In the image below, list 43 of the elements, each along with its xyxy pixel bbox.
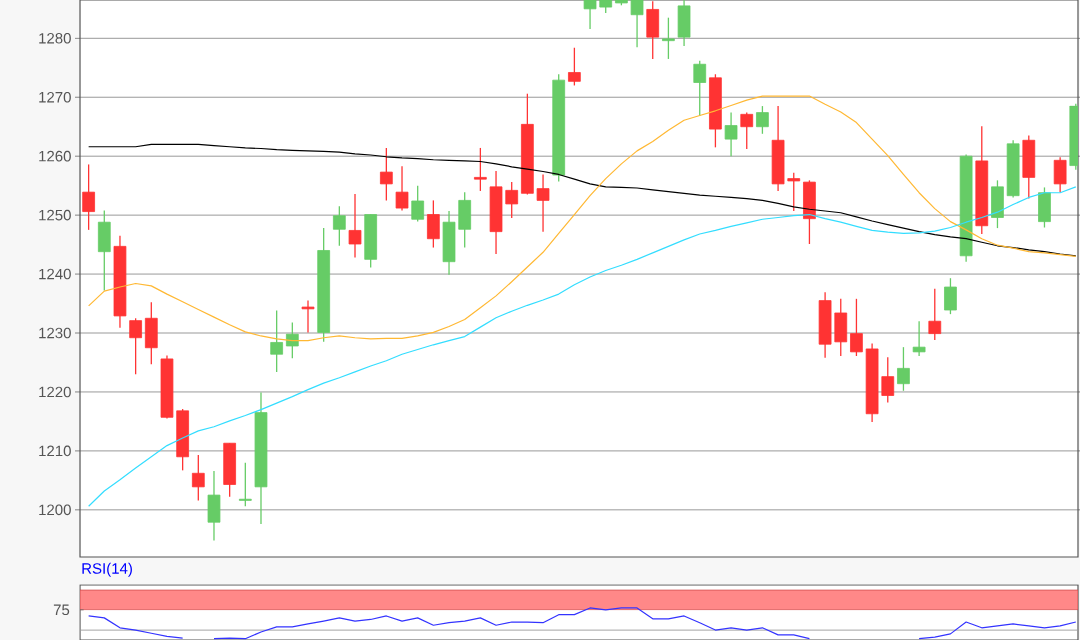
candlestick xyxy=(724,111,738,157)
candlestick xyxy=(191,454,205,502)
candlestick xyxy=(630,0,644,48)
candlestick xyxy=(897,346,910,392)
y-tick-label: 1200 xyxy=(39,504,71,516)
y-tick-label: 1280 xyxy=(39,32,71,44)
candlestick xyxy=(536,173,550,233)
candlestick xyxy=(944,277,957,315)
candlestick xyxy=(380,147,393,202)
candlestick xyxy=(881,356,895,404)
text: 75 xyxy=(53,604,70,616)
candlestick xyxy=(693,60,707,117)
y-tick-label: 1210 xyxy=(39,445,71,457)
y-tick-label: 1230 xyxy=(39,327,71,339)
candlestick xyxy=(850,298,863,357)
candlestick xyxy=(129,317,142,375)
candlestick xyxy=(912,320,926,357)
candlestick xyxy=(1053,156,1067,193)
y-tick-label: 1240 xyxy=(39,268,71,280)
candlestick xyxy=(238,462,252,507)
line-series xyxy=(88,186,1077,507)
candlestick xyxy=(568,47,581,87)
candlestick xyxy=(82,163,95,231)
y-tick-label: 1250 xyxy=(39,209,71,221)
candlestick xyxy=(411,185,425,223)
candlestick xyxy=(348,193,362,259)
candlestick xyxy=(756,105,769,135)
candlestick xyxy=(787,172,801,212)
chart-title: RSI(14) xyxy=(82,562,132,577)
candlestick xyxy=(505,181,519,219)
candlestick xyxy=(474,147,487,192)
candlestick xyxy=(270,309,284,373)
candlestick xyxy=(740,111,754,150)
candlestick xyxy=(928,288,942,341)
y-tick-label: 1220 xyxy=(39,386,71,398)
y-tick-label: 1270 xyxy=(39,91,71,103)
candlestick xyxy=(662,17,675,60)
candlestick xyxy=(583,0,597,30)
candlestick xyxy=(395,165,409,212)
y-tick-label: 1260 xyxy=(39,150,71,162)
candlestick xyxy=(285,321,299,359)
candlestick xyxy=(301,299,315,334)
candlestick xyxy=(332,205,346,247)
